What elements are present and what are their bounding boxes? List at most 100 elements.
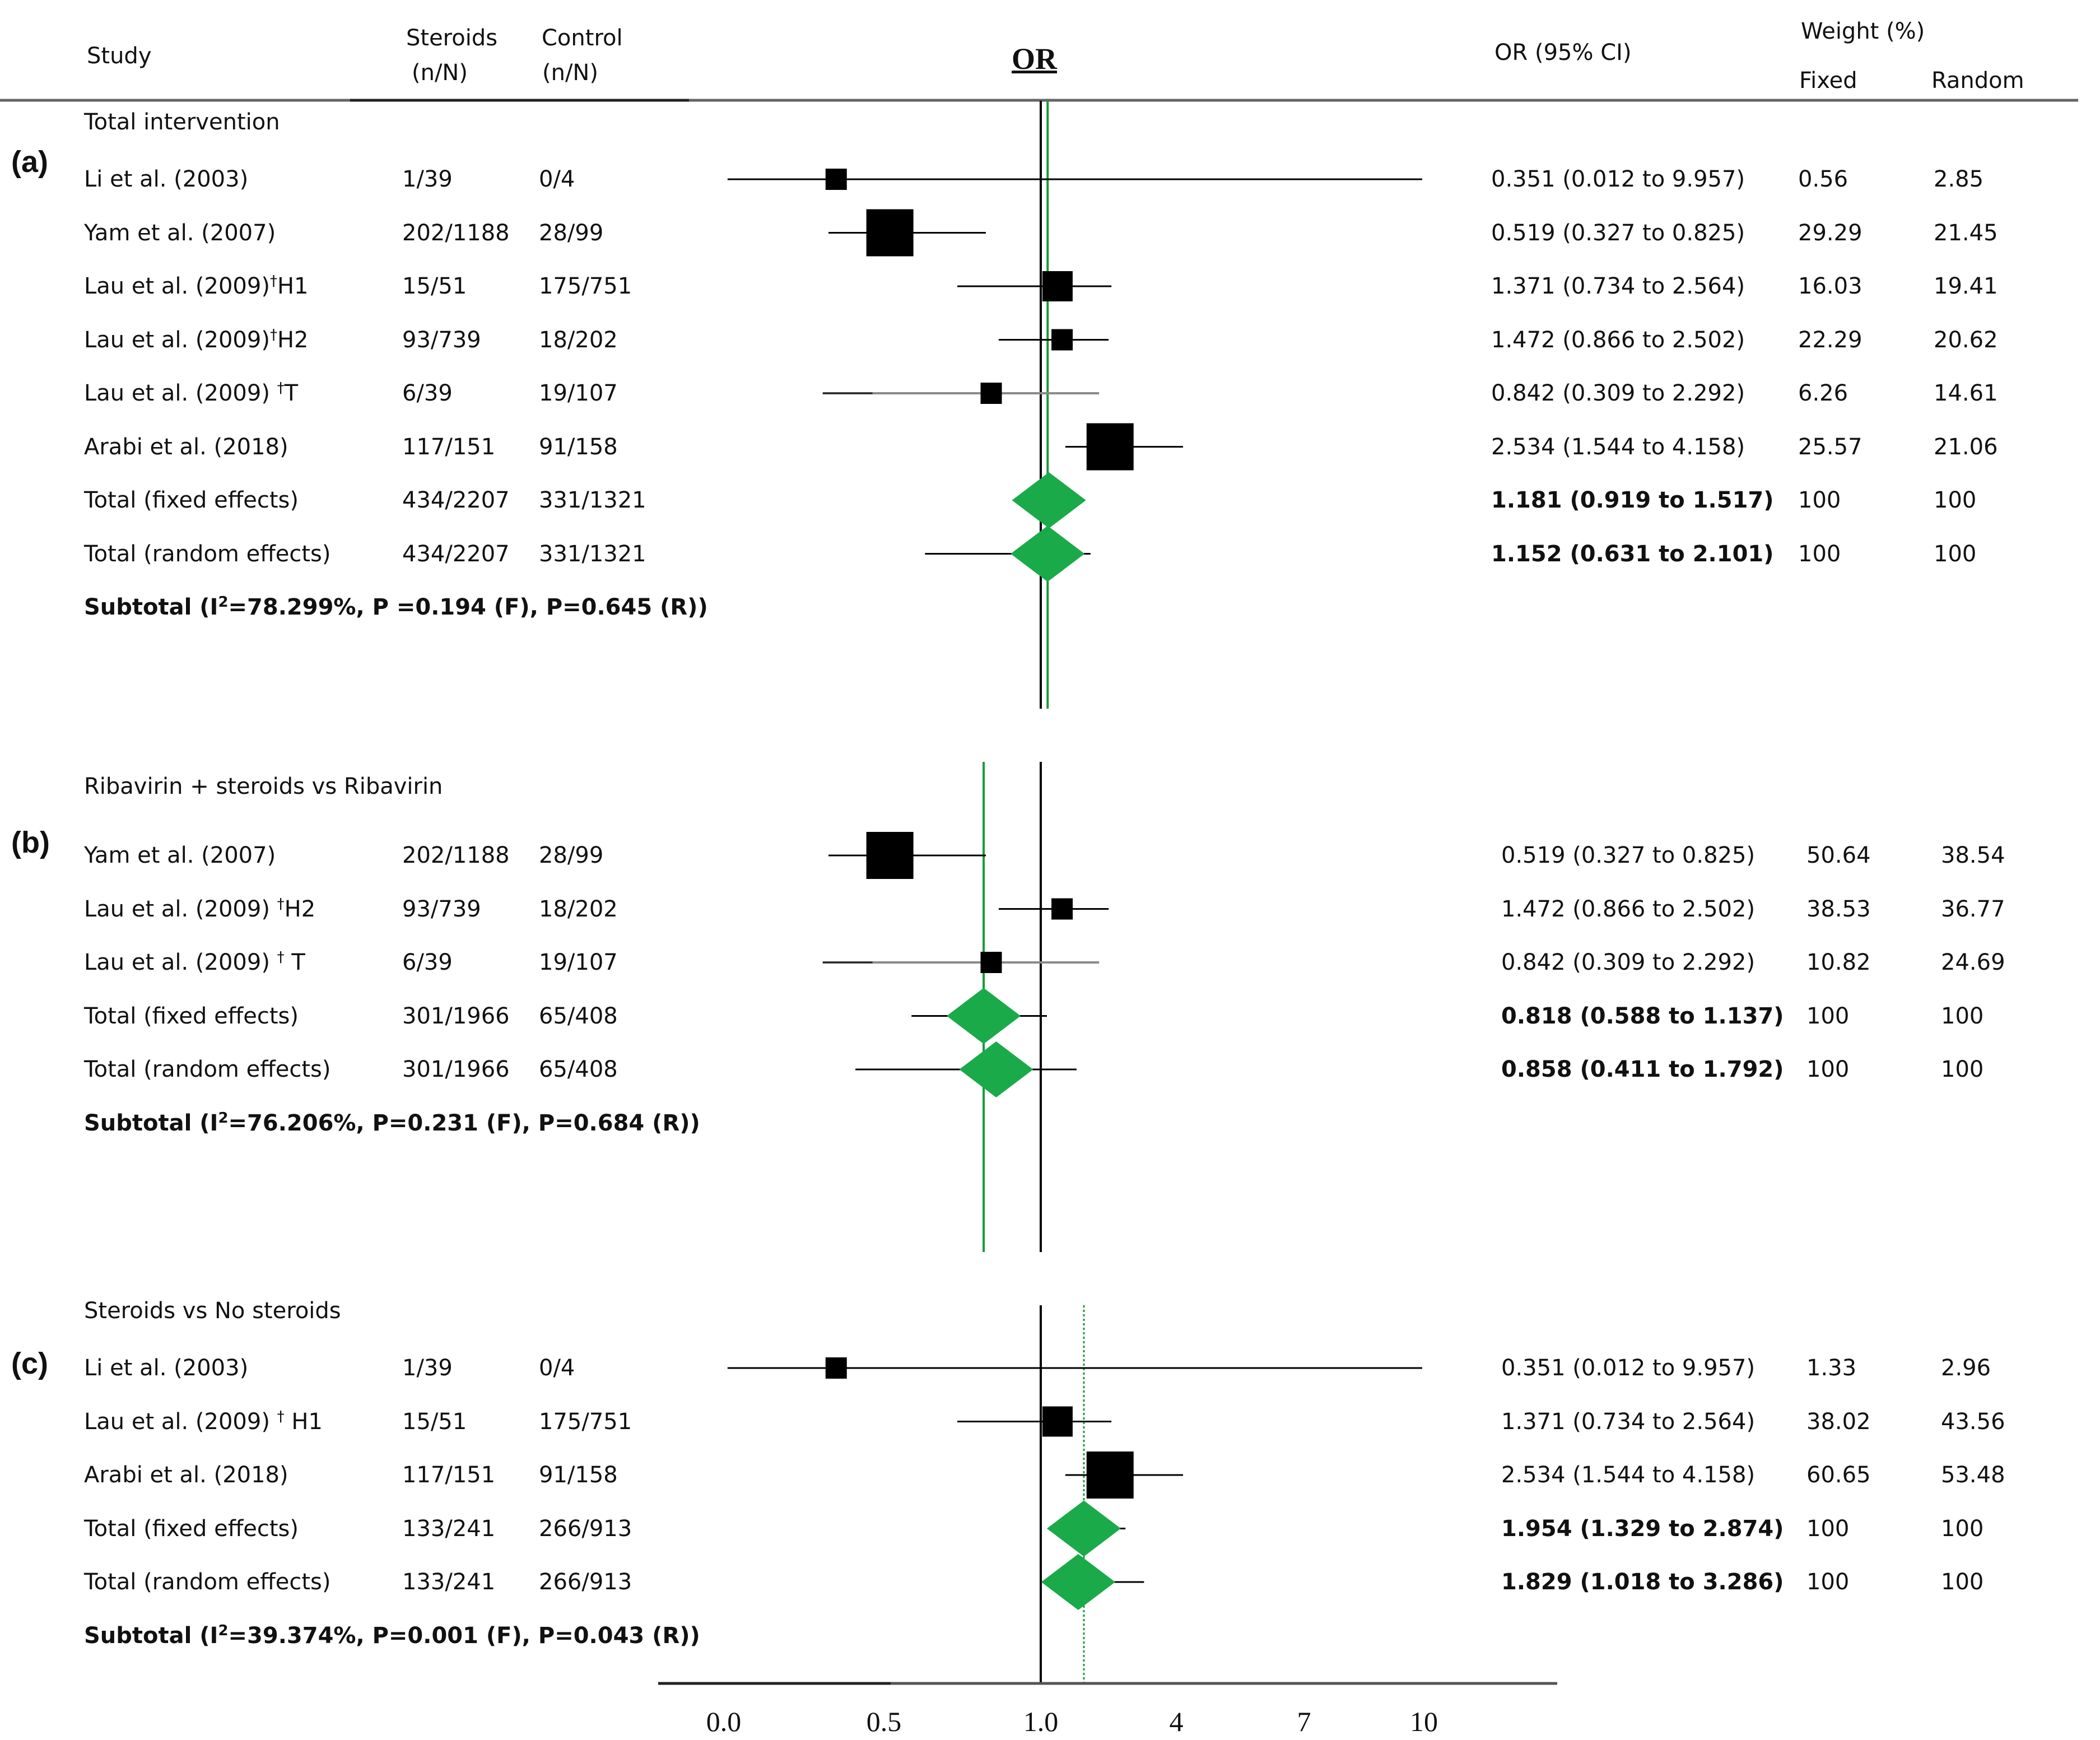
steroids-count: 15/51 [402, 1408, 467, 1435]
panel-label: (b) [11, 826, 50, 859]
weight-random: 24.69 [1941, 950, 2005, 975]
weight-random: 20.62 [1934, 327, 1998, 353]
weight-random: 14.61 [1934, 380, 1998, 406]
point-estimate-marker [1086, 423, 1134, 471]
study-label: Li et al. (2003) [84, 168, 248, 190]
control-count: 19/107 [539, 950, 618, 975]
steroids-count: 133/241 [402, 1515, 496, 1542]
heterogeneity-subtotal: Subtotal (I2=78.299%, P =0.194 (F), P=0.… [84, 594, 708, 620]
x-tick-label: 4 [1169, 1706, 1184, 1737]
study-label: Lau et al. (2009) †H2 [84, 895, 316, 922]
or-ci-value: 0.818 (0.588 to 1.137) [1501, 1003, 1784, 1029]
weight-fixed: 100 [1798, 487, 1841, 513]
study-label-text: Total (fixed effects) [84, 1515, 299, 1542]
weight-random: 38.54 [1941, 843, 2005, 868]
steroids-count: 1/39 [402, 166, 453, 192]
pooled-estimate-diamond [1041, 1554, 1115, 1610]
heterogeneity-subtotal-text: Subtotal (I [84, 1622, 218, 1649]
point-estimate-marker [825, 169, 847, 190]
control-count: 28/99 [539, 220, 604, 246]
steroids-count: 301/1966 [402, 1057, 510, 1082]
pooled-estimate-diamond [1046, 1500, 1121, 1557]
pooled-estimate-diamond [959, 1041, 1033, 1097]
heterogeneity-subtotal-suffix: =39.374%, P=0.001 (F), P=0.043 (R)) [228, 1622, 700, 1649]
or-ci-value: 1.472 (0.866 to 2.502) [1491, 327, 1745, 353]
weight-random: 43.56 [1941, 1408, 2005, 1435]
panel-label: (c) [11, 1347, 48, 1380]
study-label-suffix: T [284, 380, 299, 406]
weight-fixed: 50.64 [1806, 843, 1871, 868]
control-count: 266/913 [539, 1569, 632, 1595]
weight-fixed: 60.65 [1806, 1462, 1871, 1488]
study-label-text: Yam et al. (2007) [84, 843, 276, 868]
or-ci-value: 0.842 (0.309 to 2.292) [1501, 950, 1756, 975]
or-ci-value: 1.371 (0.734 to 2.564) [1491, 273, 1745, 299]
heterogeneity-subtotal: Subtotal (I2=76.206%, P=0.231 (F), P=0.6… [84, 1110, 700, 1136]
study-label-suffix: H2 [284, 896, 316, 922]
control-count: 0/4 [539, 166, 575, 192]
or-ci-value: 0.519 (0.327 to 0.825) [1491, 220, 1745, 246]
heterogeneity-subtotal-sup: 2 [218, 1622, 229, 1639]
study-label-text: Li et al. (2003) [84, 166, 249, 192]
study-label-suffix: H2 [277, 327, 309, 353]
heterogeneity-subtotal-text: Subtotal (I [84, 594, 218, 620]
point-estimate-marker [866, 209, 914, 257]
pooled-estimate-diamond [947, 988, 1021, 1044]
study-label-text: Total (random effects) [84, 541, 331, 567]
weight-random: 21.06 [1934, 434, 1998, 460]
control-count: 175/751 [539, 273, 632, 299]
study-label-text: Total (random effects) [84, 1569, 331, 1595]
or-ci-value: 0.351 (0.012 to 9.957) [1491, 166, 1745, 192]
control-count: 331/1321 [539, 487, 646, 513]
steroids-count: 93/739 [402, 327, 481, 353]
study-label: Total (random effects) [84, 1571, 331, 1593]
steroids-count: 117/151 [402, 1462, 496, 1488]
weight-random: 36.77 [1941, 896, 2005, 922]
weight-random: 53.48 [1941, 1462, 2005, 1488]
point-estimate-marker [1051, 898, 1073, 920]
or-ci-value: 0.351 (0.012 to 9.957) [1501, 1355, 1756, 1381]
point-estimate-marker [1042, 271, 1073, 301]
study-label: Total (fixed effects) [84, 489, 299, 511]
panel-title: Total intervention [84, 109, 280, 135]
weight-random: 100 [1941, 1569, 1984, 1595]
control-count: 175/751 [539, 1408, 632, 1435]
panel-title: Steroids vs No steroids [84, 1298, 341, 1324]
control-count: 18/202 [539, 327, 618, 353]
header-study: Study [87, 43, 152, 69]
header-or-ci: OR (95% CI) [1494, 40, 1632, 66]
study-label-sup: † [277, 949, 285, 966]
weight-fixed: 6.26 [1798, 380, 1848, 406]
study-label: Lau et al. (2009) †T [84, 380, 299, 406]
or-ci-value: 2.534 (1.544 to 4.158) [1491, 434, 1745, 460]
heterogeneity-subtotal-text: Subtotal (I [84, 1110, 218, 1136]
header-control-unit: (n/N) [542, 60, 598, 86]
header-steroids-unit: (n/N) [412, 60, 468, 86]
study-label: Lau et al. (2009) † H1 [84, 1409, 323, 1433]
study-label-text: Total (random effects) [84, 1057, 331, 1082]
control-count: 331/1321 [539, 541, 646, 567]
weight-fixed: 100 [1806, 1003, 1850, 1029]
study-label-sup: † [277, 895, 285, 913]
x-tick-label: 0.5 [866, 1706, 902, 1737]
weight-fixed: 100 [1806, 1057, 1850, 1082]
steroids-count: 15/51 [402, 273, 467, 299]
weight-random: 100 [1941, 1057, 1984, 1082]
study-label-suffix: T [284, 950, 305, 975]
steroids-count: 202/1188 [402, 220, 510, 246]
study-label-text: Yam et al. (2007) [84, 220, 276, 246]
study-label: Lau et al. (2009) † T [84, 949, 305, 975]
study-label: Arabi et al. (2018) [84, 436, 288, 458]
control-count: 18/202 [539, 896, 618, 922]
pooled-estimate-diamond [1011, 525, 1085, 582]
heterogeneity-subtotal-suffix: =78.299%, P =0.194 (F), P=0.645 (R)) [228, 594, 708, 620]
study-label-suffix: H1 [277, 273, 309, 299]
header-weight-fixed: Fixed [1799, 68, 1857, 94]
study-label-text: Lau et al. (2009) [84, 273, 270, 299]
study-label: Lau et al. (2009)†H1 [84, 273, 309, 299]
control-count: 65/408 [539, 1003, 618, 1029]
or-ci-value: 2.534 (1.544 to 4.158) [1501, 1462, 1756, 1488]
header-or-title: OR [1012, 42, 1057, 76]
study-label-text: Arabi et al. (2018) [84, 434, 288, 460]
